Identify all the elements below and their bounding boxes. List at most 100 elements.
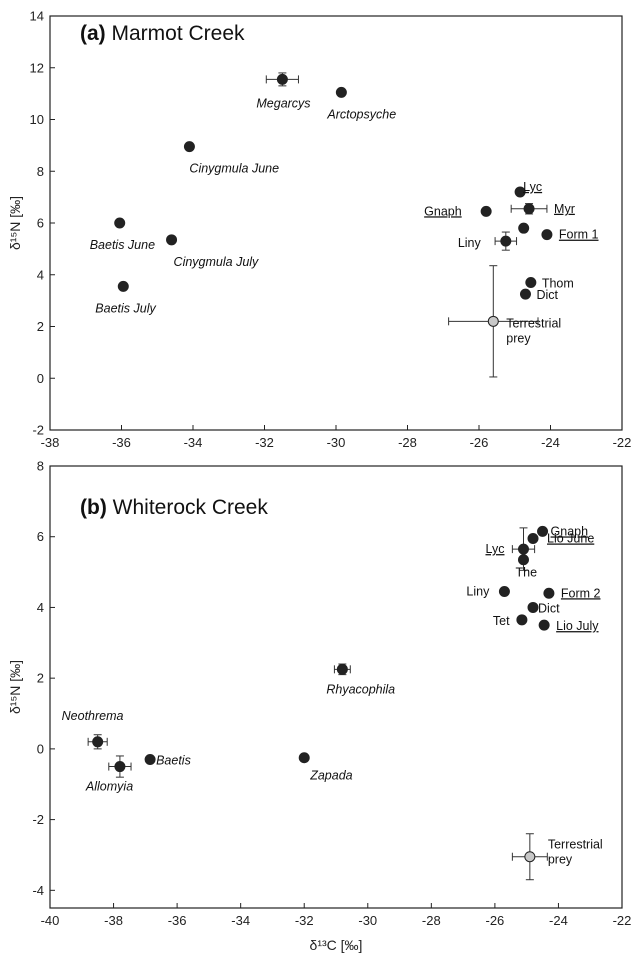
point-marker [514,186,526,198]
x-tick-label: -26 [470,435,489,450]
y-axis-label: δ¹⁵N [‰] [7,660,23,714]
x-tick-label: -22 [613,435,632,450]
point-label-rhyacophila: Rhyacophila [326,682,395,696]
data-point-form-1: Form 1 [541,228,599,242]
point-marker [498,586,510,598]
point-label-lio-july: Lio July [556,619,599,633]
panel-title: (a) Marmot Creek [80,22,245,45]
point-label-baetis-july: Baetis July [95,301,156,315]
point-marker [517,543,529,555]
x-tick-label: -30 [358,913,377,928]
point-label-lyc: Lyc [485,542,504,556]
x-tick-label: -26 [485,913,504,928]
point-label-lyc: Lyc [523,180,542,194]
point-label-cinygmula-july: Cinygmula July [174,255,260,269]
point-marker [144,753,156,765]
point-label-baetis-june: Baetis June [90,238,155,252]
y-tick-label: 4 [37,267,44,282]
point-marker [527,601,539,613]
data-point-myr: Myr [510,202,575,216]
point-label-terrestrial-prey: prey [548,853,573,867]
y-tick-label: 10 [30,112,44,127]
x-tick-label: -22 [613,913,632,928]
point-label-dict: Dict [536,288,558,302]
point-marker [518,222,530,234]
data-point-lyc: Lyc [485,527,536,571]
point-marker [517,554,529,566]
panel-a: -38 -36 -34 -32 -30 -28 -26 -24 -22 -2 0 2 4 6 8 10 12 14… [7,9,631,451]
point-marker [298,752,310,764]
point-marker [525,277,537,289]
data-point-cinygmula-june: Cinygmula June [183,141,279,176]
point-marker [480,205,492,217]
y-tick-label: 0 [37,371,44,386]
point-label-terrestrial-prey: Terrestrial [506,316,561,330]
data-point-rhyacophila: Rhyacophila [326,663,395,696]
data-point-lio-june: Lio June [527,531,594,545]
data-point-gnaph: Gnaph [424,204,492,218]
y-tick-label: 12 [30,60,44,75]
data-point-form-2: Form 2 [543,586,601,600]
data-point-the: The [515,554,537,580]
point-marker [527,532,539,544]
data-point-lio-july: Lio July [538,619,599,633]
x-tick-label: -38 [104,913,123,928]
x-tick-label: -34 [184,435,203,450]
data-point-cinygmula-july: Cinygmula July [166,234,260,269]
point-label-cinygmula-june: Cinygmula June [189,162,279,176]
y-tick-label: 8 [37,459,44,474]
point-label-gnaph: Gnaph [551,524,589,538]
point-label-liny: Liny [458,236,482,250]
x-tick-label: -38 [41,435,60,450]
y-tick-label: -4 [32,883,44,898]
x-tick-label: -40 [41,913,60,928]
point-label-arctopsyche: Arctopsyche [326,107,396,121]
point-label-terrestrial-prey: Terrestrial [548,838,603,852]
point-marker [541,229,553,241]
data-point-allomyia: Allomyia [85,755,133,794]
point-marker [487,315,499,327]
x-axis-label: δ¹³C [‰] [310,937,363,953]
point-marker [336,663,348,675]
data-point-baetis: Baetis [144,753,191,767]
data-point-liny: Liny [458,231,518,251]
point-marker [114,217,126,229]
point-label-form-2: Form 2 [561,586,601,600]
y-tick-label: 4 [37,600,44,615]
point-marker [538,619,550,631]
x-tick-label: -28 [398,435,417,450]
data-point-tet: Tet [493,614,528,628]
point-marker [114,761,126,773]
point-marker [183,141,195,153]
x-tick-label: -28 [422,913,441,928]
point-label-zapada: Zapada [309,769,352,783]
x-tick-label: -36 [112,435,131,450]
plot-frame [49,15,623,431]
point-label-thom: Thom [542,277,574,291]
x-tick-label: -30 [327,435,346,450]
data-point-baetis-july: Baetis July [95,280,156,315]
point-label-neothrema: Neothrema [62,709,124,723]
data-point-arctopsyche: Arctopsyche [326,86,396,121]
point-label-baetis: Baetis [156,753,191,767]
point-label-form-1: Form 1 [559,228,599,242]
data-point-dict: Dict [527,601,560,615]
point-label-myr: Myr [554,202,575,216]
point-label-gnaph: Gnaph [424,204,462,218]
data-point-zapada: Zapada [298,752,353,783]
point-marker [543,587,555,599]
data-point-lyc: Lyc [514,180,542,198]
y-tick-label: -2 [32,423,44,438]
y-tick-label: 6 [37,216,44,231]
y-tick-label: -2 [32,812,44,827]
point-label-terrestrial-prey: prey [506,331,531,345]
y-axis-label: δ¹⁵N [‰] [7,196,23,250]
point-label-tet: Tet [493,614,510,628]
point-label-dict: Dict [538,601,560,615]
point-marker [523,203,535,215]
x-tick-label: -24 [541,435,560,450]
point-label-megarcys: Megarcys [256,96,310,110]
